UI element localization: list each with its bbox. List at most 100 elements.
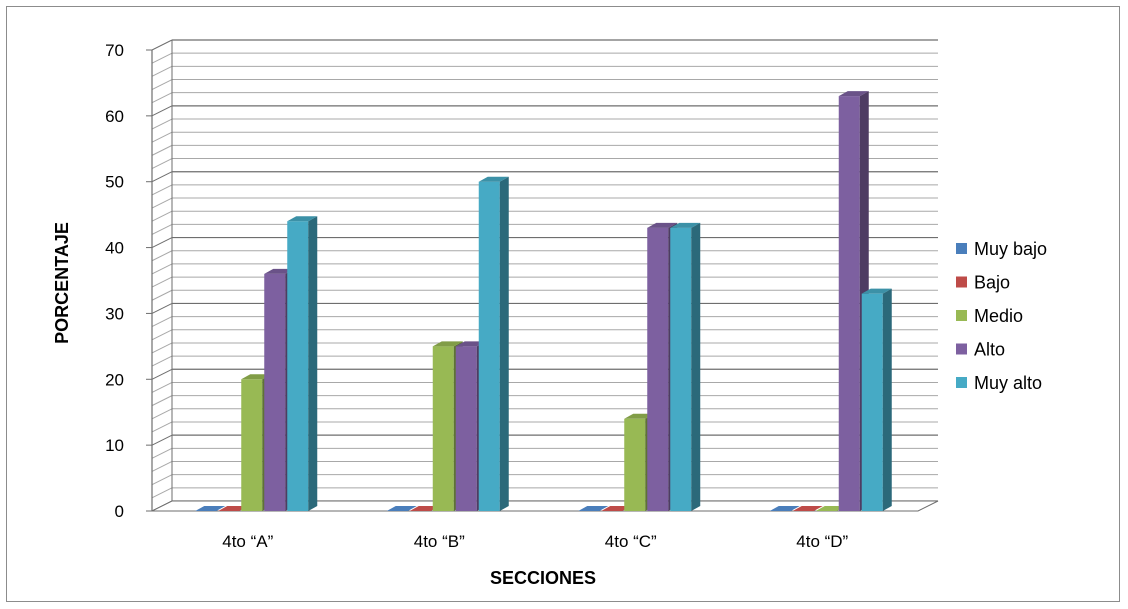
y-tick-label: 50: [105, 173, 124, 192]
bar-zero: [792, 506, 823, 511]
bar-top: [432, 341, 463, 347]
bar-top: [455, 341, 486, 347]
legend-swatch: [956, 310, 967, 321]
side-gridline: [151, 474, 173, 486]
side-gridline: [151, 105, 173, 117]
bar-top: [647, 222, 678, 228]
bar-front: [624, 418, 646, 511]
side-gridline: [151, 316, 173, 328]
x-tick-label: 4to “A”: [222, 532, 273, 551]
y-tick-label: 10: [105, 436, 124, 455]
bar-top: [287, 216, 318, 222]
side-gridline: [151, 52, 173, 64]
side-gridline: [151, 329, 173, 341]
bar-zero: [195, 506, 226, 511]
side-gridline: [151, 210, 173, 222]
x-tick-label: 4to “C”: [605, 532, 657, 551]
legend-label: Alto: [974, 340, 1005, 360]
y-tick-labels: 0 10 20 30 40 50 60 70: [105, 41, 124, 521]
bar: [601, 506, 632, 511]
side-gridline: [151, 65, 173, 77]
legend-swatch: [956, 377, 967, 388]
side-gridline: [151, 263, 173, 275]
bar-top: [478, 176, 509, 182]
side-gridline: [151, 382, 173, 393]
y-tick-label: 0: [115, 502, 124, 521]
side-gridline: [151, 302, 173, 314]
side-gridline: [151, 39, 173, 51]
chart-bars: [195, 91, 892, 512]
bar: [769, 506, 800, 511]
bar-front: [861, 293, 883, 511]
bar-front: [455, 346, 477, 511]
side-gridline: [151, 118, 173, 130]
y-tick-label: 70: [105, 41, 124, 60]
bar-front: [478, 181, 500, 511]
side-gridline: [151, 144, 173, 156]
bar-front: [647, 227, 669, 512]
bar-front: [670, 227, 692, 512]
x-tick-label: 4to “B”: [414, 532, 465, 551]
x-axis-title: SECCIONES: [490, 568, 596, 588]
side-gridline: [151, 447, 173, 459]
side-gridline: [151, 342, 173, 354]
bar-side: [882, 288, 892, 511]
bar: [670, 222, 701, 512]
side-gridline: [151, 434, 173, 446]
bar-side: [499, 176, 509, 511]
legend-label: Muy bajo: [974, 239, 1047, 259]
side-gridline: [151, 289, 173, 301]
bar: [218, 506, 249, 511]
side-gridline: [151, 79, 173, 90]
side-gridline: [151, 395, 173, 407]
bar-side: [308, 216, 318, 511]
bar-top: [861, 288, 892, 294]
side-gridline: [151, 276, 173, 288]
side-gridline: [151, 92, 173, 104]
bar-top: [241, 374, 272, 380]
side-gridline: [151, 197, 173, 209]
bar-front: [287, 221, 309, 511]
legend-label: Bajo: [974, 273, 1010, 293]
legend-swatch: [956, 343, 967, 355]
legend-label: Medio: [974, 306, 1023, 326]
bar-top: [624, 413, 655, 419]
bar-front: [838, 96, 860, 511]
y-tick-label: 60: [105, 107, 124, 126]
y-tick-label: 40: [105, 239, 124, 258]
legend-swatch: [956, 276, 967, 288]
chart-legend: Muy bajo Bajo Medio Alto Muy alto: [956, 239, 1047, 393]
bar: [409, 506, 440, 511]
bar-front: [264, 273, 286, 511]
side-gridline: [151, 223, 173, 235]
bar-front: [241, 379, 263, 511]
side-gridline: [151, 421, 173, 433]
side-gridline: [151, 158, 173, 169]
bar-zero: [218, 506, 249, 511]
side-gridline: [151, 487, 173, 499]
bar-zero: [769, 506, 800, 511]
side-gridline: [151, 408, 173, 420]
side-gridline: [151, 131, 173, 143]
side-gridline: [151, 184, 173, 196]
bar: [861, 288, 892, 511]
bar: [195, 506, 226, 511]
bar-zero: [409, 506, 440, 511]
y-tick-label: 20: [105, 370, 124, 389]
bar: [287, 216, 318, 511]
bar-zero: [578, 506, 609, 511]
x-tick-label: 4to “D”: [796, 532, 848, 551]
side-gridline: [151, 171, 173, 183]
bar: [386, 506, 417, 511]
bar-zero: [386, 506, 417, 511]
side-gridline: [151, 368, 173, 380]
legend-label: Muy alto: [974, 373, 1042, 393]
bar-front: [432, 346, 454, 511]
side-gridline: [151, 237, 173, 249]
bar: [478, 176, 509, 511]
bar: [578, 506, 609, 511]
y-axis-title: PORCENTAJE: [52, 222, 72, 344]
bar-side: [691, 222, 701, 512]
bar-top: [264, 268, 295, 274]
legend-swatch: [956, 243, 967, 254]
